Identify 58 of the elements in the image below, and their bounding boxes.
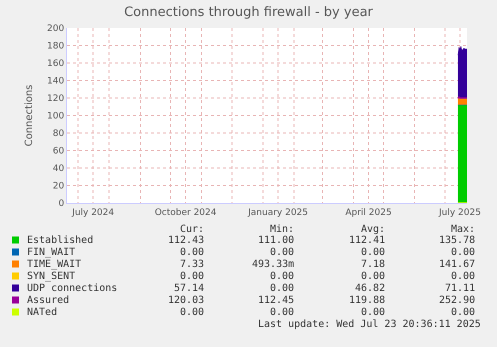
text: 0.00	[180, 247, 204, 258]
text: 493.33m	[252, 259, 294, 270]
text: 0.00	[361, 307, 386, 318]
x-tick-label: July 2025	[438, 208, 481, 218]
legend-label: TIME_WAIT	[27, 259, 82, 270]
text: 71.11	[445, 283, 476, 294]
y-tick-label: 180	[47, 42, 64, 52]
text: Min:	[270, 224, 294, 235]
text: 0.00	[270, 283, 294, 294]
y-tick-label: 120	[47, 94, 64, 104]
text: Last update: Wed Jul 23 20:36:11 2025	[258, 319, 481, 330]
y-tick-label: 60	[52, 146, 64, 157]
text: 0.00	[361, 271, 386, 282]
legend-label: Assured	[27, 295, 70, 306]
y-tick-label: 100	[47, 112, 64, 122]
x-tick-label: October 2024	[154, 208, 217, 218]
legend-label: FIN_WAIT	[27, 247, 76, 258]
y-tick-label: 200	[47, 24, 64, 34]
legend-label: Established	[27, 235, 94, 246]
text: Avg:	[361, 224, 386, 235]
text: 141.67	[439, 259, 476, 270]
legend-label: NATed	[27, 307, 58, 318]
text: 0.00	[270, 271, 294, 282]
y-tick-label: 140	[47, 76, 64, 87]
text: 111.00	[258, 235, 294, 246]
y-tick-label: 0	[58, 199, 64, 210]
text: 0.00	[361, 247, 386, 258]
text: 135.78	[439, 235, 476, 246]
text: 0.00	[180, 271, 204, 282]
text: 0.00	[451, 271, 476, 282]
text: Max:	[451, 224, 476, 235]
text: 0.00	[270, 247, 294, 258]
x-tick-label: July 2024	[71, 208, 114, 218]
legend-label: UDP connections	[27, 283, 118, 294]
x-tick-label: April 2025	[345, 208, 392, 218]
text: 0.00	[451, 247, 476, 258]
text: 120.03	[168, 295, 204, 306]
legend-label: SYN_SENT	[27, 271, 76, 282]
y-tick-label: 80	[52, 129, 64, 140]
chart-title: Connections through firewall - by year	[124, 5, 374, 20]
text: 112.45	[258, 295, 294, 306]
x-tick-label: January 2025	[247, 208, 308, 218]
y-tick-label: 20	[52, 182, 64, 192]
text: 0.00	[270, 307, 294, 318]
y-tick-label: 40	[52, 164, 64, 174]
text: 0.00	[451, 307, 476, 318]
text: 57.14	[174, 283, 204, 294]
text: Cur:	[180, 224, 204, 235]
text: 119.88	[349, 295, 386, 306]
text: 7.33	[180, 259, 204, 270]
y-tick-label: 160	[47, 59, 64, 70]
text: 112.41	[349, 235, 386, 246]
text: 252.90	[439, 295, 476, 306]
text: 7.18	[361, 259, 386, 270]
y-axis-title: Connections	[24, 84, 36, 146]
text: 46.82	[355, 283, 386, 294]
text: 112.43	[168, 235, 204, 246]
text: 0.00	[180, 307, 204, 318]
